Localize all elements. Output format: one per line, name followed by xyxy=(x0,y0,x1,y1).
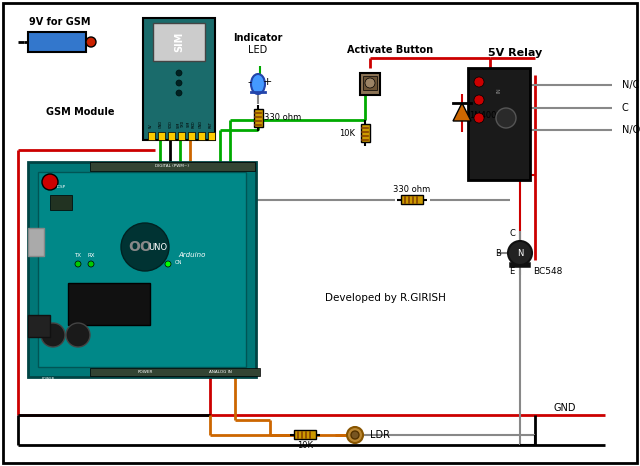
Text: 330 ohm: 330 ohm xyxy=(394,185,431,194)
Text: 9V for GSM: 9V for GSM xyxy=(29,17,91,27)
Text: ICSP: ICSP xyxy=(56,185,65,189)
Bar xyxy=(28,228,44,256)
Bar xyxy=(148,132,155,140)
Bar xyxy=(153,23,205,61)
Bar xyxy=(143,18,215,140)
Text: -: - xyxy=(247,77,251,87)
Ellipse shape xyxy=(251,74,265,94)
Text: SIM
RXD: SIM RXD xyxy=(187,120,195,128)
Text: 1N4007: 1N4007 xyxy=(468,110,501,119)
Bar xyxy=(178,132,185,140)
Bar xyxy=(188,132,195,140)
Text: BC548: BC548 xyxy=(533,267,563,276)
Text: Developed by R.GIRISH: Developed by R.GIRISH xyxy=(324,293,445,303)
Bar xyxy=(468,68,530,180)
Bar xyxy=(90,162,255,171)
Bar xyxy=(38,172,246,367)
Bar xyxy=(158,132,165,140)
Text: SIM
TXD: SIM TXD xyxy=(177,121,186,128)
Bar xyxy=(198,132,205,140)
Bar xyxy=(363,76,377,90)
Bar xyxy=(401,195,423,204)
Circle shape xyxy=(121,223,169,271)
Bar xyxy=(28,162,256,377)
Text: GSM Module: GSM Module xyxy=(45,107,115,117)
Text: Indicator: Indicator xyxy=(234,33,283,43)
Circle shape xyxy=(496,108,516,128)
Text: N/C: N/C xyxy=(622,80,639,90)
Text: ANALOG IN: ANALOG IN xyxy=(209,370,232,374)
Text: GND: GND xyxy=(199,120,203,128)
Circle shape xyxy=(347,427,363,443)
Text: VDD: VDD xyxy=(169,120,173,128)
Text: OO: OO xyxy=(128,240,152,254)
Circle shape xyxy=(66,323,90,347)
Text: TX: TX xyxy=(74,253,81,258)
Text: UNO: UNO xyxy=(148,242,168,252)
Polygon shape xyxy=(453,103,471,121)
Text: ON: ON xyxy=(175,260,182,265)
Text: 10K: 10K xyxy=(339,129,355,137)
Text: GND: GND xyxy=(554,403,576,413)
Bar xyxy=(50,195,72,210)
Circle shape xyxy=(88,261,94,267)
Circle shape xyxy=(351,431,359,439)
Bar xyxy=(90,368,260,376)
Text: LDR: LDR xyxy=(370,430,390,440)
Circle shape xyxy=(176,80,182,86)
Text: 330 ohm: 330 ohm xyxy=(264,114,301,123)
Bar xyxy=(361,124,370,142)
Bar xyxy=(254,109,263,127)
Circle shape xyxy=(176,90,182,96)
Text: IN: IN xyxy=(497,87,502,93)
Circle shape xyxy=(474,95,484,105)
Circle shape xyxy=(474,113,484,123)
Bar xyxy=(294,430,316,439)
Text: Arduino: Arduino xyxy=(179,252,205,258)
Text: N/O: N/O xyxy=(622,125,640,135)
Text: LED: LED xyxy=(248,45,268,55)
Circle shape xyxy=(176,70,182,76)
Text: SIM: SIM xyxy=(174,32,184,52)
Text: +: + xyxy=(262,77,272,87)
Bar xyxy=(360,73,380,95)
Bar xyxy=(28,315,50,337)
Text: RST: RST xyxy=(209,121,213,128)
Text: B: B xyxy=(495,248,501,258)
Circle shape xyxy=(365,78,375,88)
Circle shape xyxy=(86,37,96,47)
Bar xyxy=(168,132,175,140)
Circle shape xyxy=(165,261,171,267)
Text: C: C xyxy=(509,228,515,238)
Circle shape xyxy=(41,323,65,347)
Text: 5V Relay: 5V Relay xyxy=(488,48,542,58)
Circle shape xyxy=(75,261,81,267)
Circle shape xyxy=(474,77,484,87)
Text: E: E xyxy=(509,267,515,276)
Text: C: C xyxy=(622,103,628,113)
Text: N: N xyxy=(517,248,523,258)
Text: POWER: POWER xyxy=(42,377,54,381)
Text: POWER: POWER xyxy=(138,370,153,374)
Text: RX: RX xyxy=(87,253,95,258)
Circle shape xyxy=(42,174,58,190)
Text: DIGITAL (PWM~): DIGITAL (PWM~) xyxy=(155,164,189,168)
Text: Activate Button: Activate Button xyxy=(347,45,433,55)
Circle shape xyxy=(508,241,532,265)
Text: 10K: 10K xyxy=(297,440,313,450)
Bar xyxy=(208,132,215,140)
Bar xyxy=(68,283,150,325)
Bar xyxy=(28,32,86,52)
Text: 5V: 5V xyxy=(149,123,153,128)
Text: GND: GND xyxy=(159,120,163,128)
